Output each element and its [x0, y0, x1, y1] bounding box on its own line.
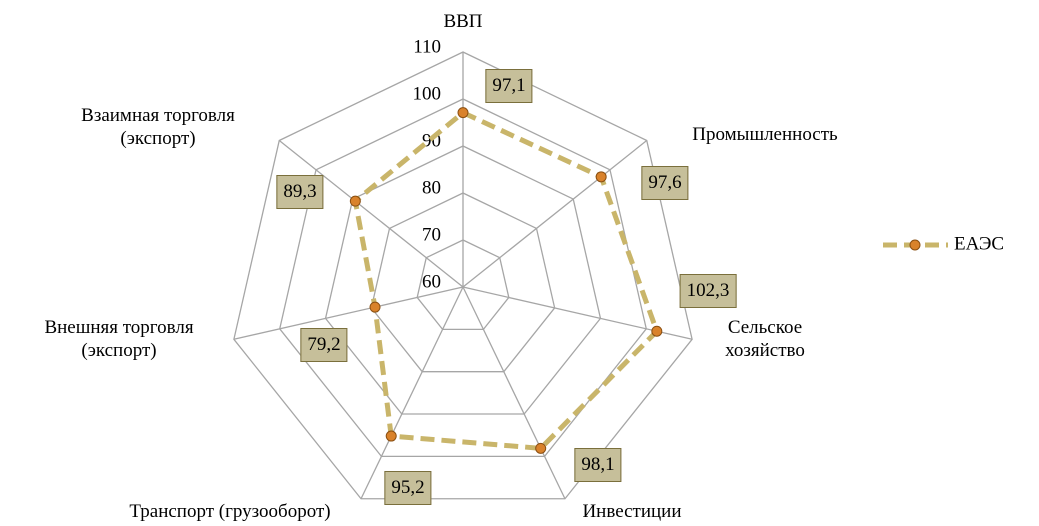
radial-tick-label: 60 — [422, 271, 441, 292]
axis-label: Инвестиции — [582, 501, 682, 522]
legend-marker — [909, 239, 921, 251]
radial-tick-label: 110 — [413, 36, 441, 57]
axis-spoke — [233, 286, 464, 340]
marker — [651, 325, 663, 337]
data-label: 79,2 — [300, 328, 348, 362]
grid-ring — [370, 192, 556, 373]
data-label: 97,1 — [485, 69, 533, 103]
axis-label: Транспорт (грузооборот) — [129, 501, 331, 522]
data-label: 97,6 — [641, 166, 689, 200]
marker — [595, 171, 607, 183]
marker — [385, 430, 397, 442]
marker — [535, 442, 547, 454]
radial-tick-label: 100 — [413, 83, 442, 104]
axis-label: Внешняя торговля (экспорт) — [44, 317, 194, 361]
marker — [349, 195, 361, 207]
axis-spoke — [360, 286, 464, 500]
axis-label: Промышленность — [692, 124, 838, 145]
axis-label: ВВП — [443, 11, 483, 32]
data-label: 95,2 — [384, 471, 432, 505]
axis-spoke — [462, 286, 566, 500]
data-label: 98,1 — [574, 448, 622, 482]
axis-spoke — [462, 139, 648, 288]
series-line — [352, 109, 660, 451]
radial-tick-label: 70 — [422, 224, 441, 245]
grid-ring — [416, 239, 510, 330]
marker — [457, 107, 469, 119]
grid-ring — [324, 145, 602, 415]
data-label: 102,3 — [679, 274, 737, 308]
axis-label: Сельское хозяйство — [725, 317, 805, 361]
legend-label: ЕАЭС — [954, 233, 1004, 254]
axis-label: Взаимная торговля (экспорт) — [81, 105, 235, 149]
radial-tick-label: 80 — [422, 177, 441, 198]
data-label: 89,3 — [276, 175, 324, 209]
marker — [369, 301, 381, 313]
axis-spoke — [278, 139, 464, 288]
